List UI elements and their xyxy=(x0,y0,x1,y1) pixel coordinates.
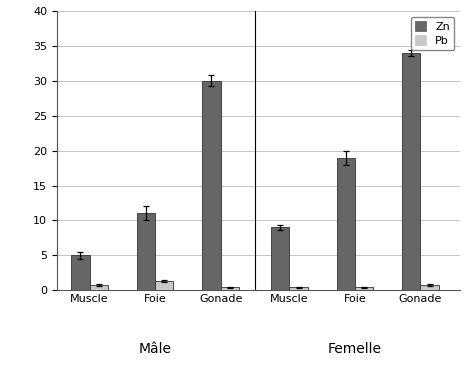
Bar xyxy=(155,281,173,290)
Bar xyxy=(290,287,308,290)
Bar xyxy=(137,214,155,290)
Bar xyxy=(420,285,439,290)
Bar xyxy=(221,287,239,290)
Bar xyxy=(271,227,290,290)
Bar xyxy=(402,53,420,290)
Bar xyxy=(337,158,355,290)
Text: Femelle: Femelle xyxy=(328,343,382,356)
Bar xyxy=(71,255,90,290)
Bar xyxy=(202,81,221,290)
Bar xyxy=(355,287,374,290)
Legend: Zn, Pb: Zn, Pb xyxy=(410,17,454,51)
Bar xyxy=(90,285,108,290)
Text: Mâle: Mâle xyxy=(139,343,172,356)
